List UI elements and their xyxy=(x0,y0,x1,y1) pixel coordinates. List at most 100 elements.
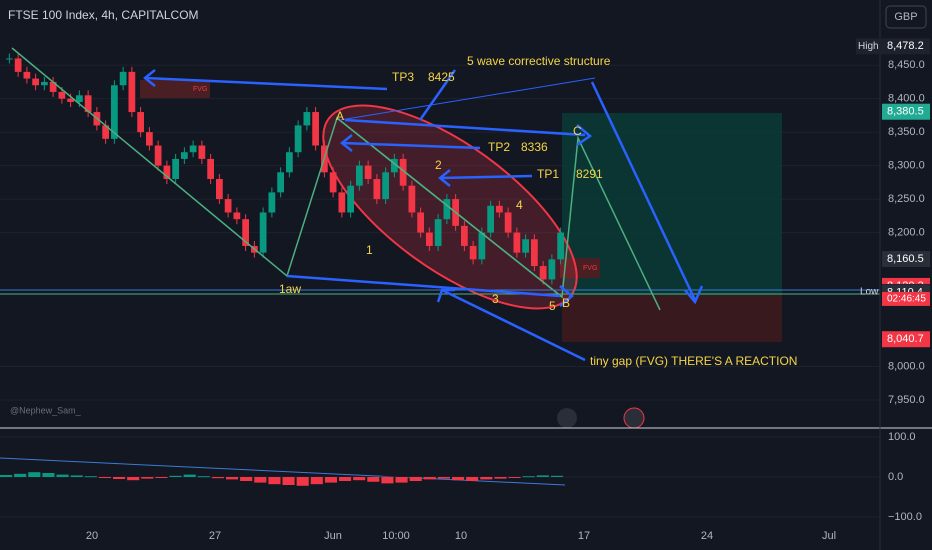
arrow xyxy=(341,141,481,150)
osc-bar xyxy=(423,477,436,480)
candle xyxy=(6,58,13,60)
candle xyxy=(154,145,162,166)
wave-label: A xyxy=(336,109,344,123)
osc-bar xyxy=(183,474,196,477)
osc-bar xyxy=(395,477,408,483)
candle xyxy=(364,165,372,179)
candle xyxy=(548,259,556,280)
arrow xyxy=(439,174,533,180)
candle xyxy=(259,212,267,253)
candle xyxy=(356,165,363,186)
candle xyxy=(504,212,512,233)
candle xyxy=(207,158,214,179)
candle xyxy=(49,81,57,92)
candle xyxy=(128,71,136,113)
candle xyxy=(487,205,494,233)
osc-bar xyxy=(310,477,323,485)
osc-bar xyxy=(254,477,267,483)
osc-bar xyxy=(14,473,27,477)
candle xyxy=(23,71,31,79)
countdown-badge xyxy=(882,291,930,306)
candle xyxy=(146,132,153,146)
candle xyxy=(557,232,564,260)
wave-label: C xyxy=(573,124,582,138)
candle xyxy=(531,239,538,267)
y-tick-label: 8,000.0 xyxy=(888,360,925,372)
osc-bar xyxy=(381,477,394,484)
currency-button[interactable] xyxy=(885,5,927,29)
osc-bar xyxy=(339,477,352,481)
candle xyxy=(478,232,486,260)
candle xyxy=(496,205,503,213)
candle xyxy=(198,145,206,159)
osc-bar xyxy=(169,475,182,477)
candle xyxy=(189,145,197,153)
candle xyxy=(163,165,171,179)
arrow xyxy=(441,288,586,362)
candle xyxy=(58,91,66,99)
price-badge xyxy=(882,103,930,120)
osc-bar xyxy=(466,477,479,481)
low-label: Low xyxy=(860,287,879,298)
annotation: TP2 xyxy=(488,140,510,154)
countdown: 02:46:45 xyxy=(887,294,926,305)
wave-label: 3 xyxy=(492,292,499,306)
wave-label: 5 xyxy=(549,299,556,313)
y-tick-label: 8,300.0 xyxy=(888,160,925,172)
candle xyxy=(391,158,398,173)
price-label: 8,040.7 xyxy=(887,333,924,345)
candle xyxy=(277,172,284,193)
arrow-head xyxy=(339,134,353,152)
price-badge xyxy=(882,251,930,268)
osc-bar xyxy=(536,475,549,477)
osc-bar xyxy=(550,475,563,477)
y-tick-label: 8,200.0 xyxy=(888,226,925,238)
osc-bar xyxy=(437,477,450,479)
x-tick-label: Jul xyxy=(822,530,836,542)
candle xyxy=(216,179,223,200)
candle xyxy=(469,245,477,260)
osc-bar xyxy=(211,477,224,479)
osc-bar xyxy=(494,477,507,479)
fvg-label: FVG xyxy=(583,265,597,272)
x-tick-label: 27 xyxy=(209,530,221,542)
loss-zone xyxy=(562,295,782,342)
candle xyxy=(172,158,179,179)
arrow xyxy=(590,81,697,301)
candle xyxy=(434,219,442,246)
candle xyxy=(41,81,48,86)
osc-bar xyxy=(409,477,422,481)
wave-label: 2 xyxy=(435,158,442,172)
y-tick-label: 8,450.0 xyxy=(888,59,925,71)
candle xyxy=(373,179,381,200)
osc-bar xyxy=(28,472,41,477)
candle xyxy=(539,266,547,280)
arrow-head xyxy=(437,169,451,187)
candle xyxy=(312,112,319,146)
annotation: tiny gap (FVG) THERE'S A REACTION xyxy=(590,354,797,368)
wave-line xyxy=(336,117,563,298)
price-badge xyxy=(882,331,930,348)
osc-bar xyxy=(452,477,465,481)
x-tick-label: 10 xyxy=(455,530,467,542)
fvg-box xyxy=(140,80,210,98)
osc-tick-label: −100.0 xyxy=(888,511,922,523)
y-tick-label: 8,250.0 xyxy=(888,193,925,205)
candle xyxy=(294,125,302,153)
candle xyxy=(443,199,451,220)
candle xyxy=(338,192,346,213)
candle xyxy=(76,95,83,102)
candle xyxy=(224,199,232,213)
osc-bar xyxy=(84,476,97,478)
osc-bar xyxy=(98,477,111,478)
icon[interactable] xyxy=(623,407,645,429)
osc-bar xyxy=(508,477,521,478)
icon[interactable] xyxy=(557,408,577,428)
osc-bar xyxy=(56,474,69,477)
arrow xyxy=(344,118,586,137)
arrow xyxy=(418,69,457,121)
arrow-head xyxy=(684,285,704,305)
price-label: 8,380.5 xyxy=(887,106,924,118)
price-badge xyxy=(882,38,930,55)
